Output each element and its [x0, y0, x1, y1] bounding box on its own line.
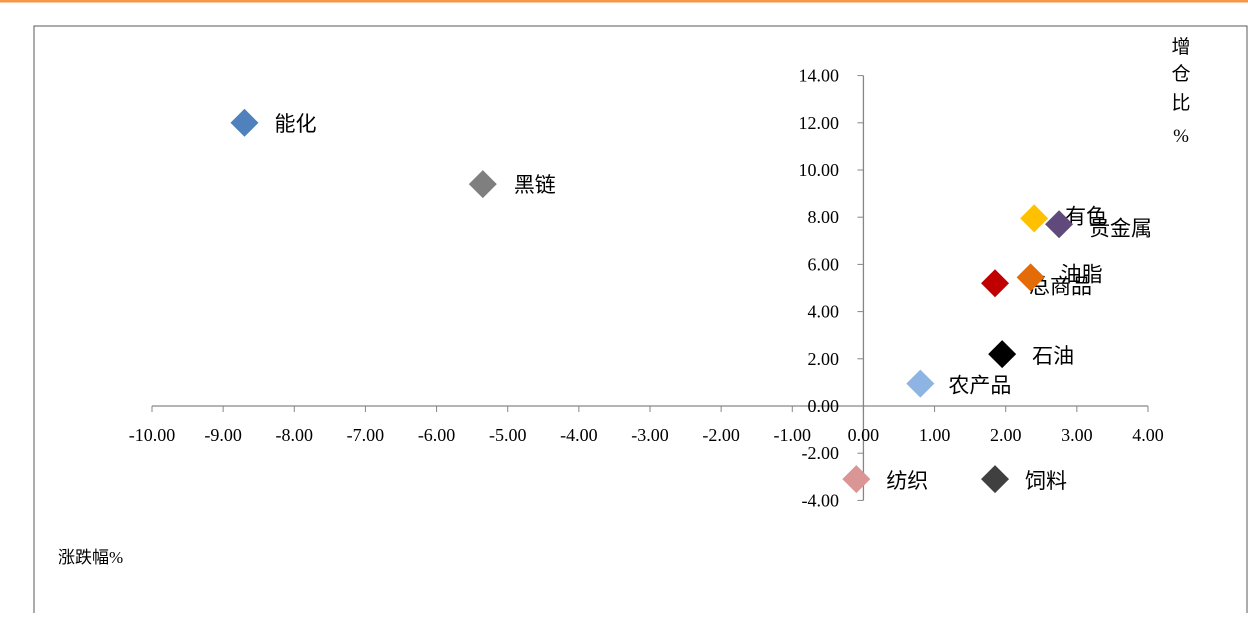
data-point-marker: [906, 369, 935, 398]
data-point-label: 石油: [1032, 344, 1074, 368]
x-tick-label: -3.00: [631, 425, 669, 445]
data-point-label: 黑链: [514, 173, 556, 197]
y-tick-label: 0.00: [808, 396, 840, 416]
y-axis-label-char: 增: [1171, 36, 1190, 58]
x-tick-label: -1.00: [774, 425, 812, 445]
y-tick-label: -4.00: [802, 490, 840, 510]
x-tick-label: -7.00: [347, 425, 385, 445]
x-tick-label: 3.00: [1061, 425, 1093, 445]
x-tick-label: -6.00: [418, 425, 456, 445]
y-tick-label: 6.00: [808, 254, 840, 274]
data-point-label: 饲料: [1025, 469, 1067, 493]
data-point-marker: [988, 340, 1017, 369]
y-axis-label-char: 比: [1171, 92, 1190, 114]
x-tick-label: 2.00: [990, 425, 1022, 445]
y-tick-label: 12.00: [799, 113, 840, 133]
data-point-marker: [981, 465, 1010, 494]
data-point-label: 贵金属: [1089, 216, 1152, 240]
x-tick-labels: -10.00 -9.00 -8.00 -7.00 -6.00 -5.00 -4.00 -3.0…: [129, 425, 1164, 445]
x-tick-label: 0.00: [848, 425, 880, 445]
x-tick-label: 1.00: [919, 425, 951, 445]
data-point-marker: [1016, 263, 1045, 292]
data-point-marker: [468, 170, 497, 199]
x-tick-label: -2.00: [702, 425, 740, 445]
data-point-marker: [1020, 204, 1049, 233]
y-tick-label: 8.00: [808, 207, 840, 227]
x-tick-label: 4.00: [1132, 425, 1164, 445]
x-tick-label: -9.00: [204, 425, 242, 445]
data-point-label: 农产品: [948, 374, 1011, 398]
y-tick-label: 2.00: [808, 349, 840, 369]
x-tick-label: -4.00: [560, 425, 598, 445]
x-tick-label: -5.00: [489, 425, 527, 445]
x-tick-label: -8.00: [276, 425, 314, 445]
y-axis-label: 增仓比%: [1171, 36, 1190, 147]
data-point-marker: [981, 269, 1010, 298]
x-tick-label: -10.00: [129, 425, 176, 445]
data-point-label: 能化: [274, 112, 316, 136]
data-point-marker: [230, 108, 259, 137]
y-tick-label: 10.00: [799, 160, 840, 180]
data-point-label: 油脂: [1061, 262, 1103, 286]
y-tick-labels: -4.00 -2.00 0.00 2.00 4.00 6.00 8.00 10.00 12.00…: [799, 66, 840, 511]
x-axis-label: 涨跌幅%: [58, 548, 123, 567]
data-point-marker: [842, 465, 871, 494]
axes: [151, 75, 1149, 501]
data-point-label: 纺织: [886, 469, 928, 493]
y-tick-label: -2.00: [802, 443, 840, 463]
y-tick-label: 4.00: [808, 302, 840, 322]
data-point-marker: [1045, 210, 1074, 239]
y-tick-label: 14.00: [799, 66, 840, 86]
plot-frame: [33, 25, 1248, 617]
y-axis-label-char: 仓: [1171, 63, 1190, 85]
y-axis-label-char: %: [1173, 126, 1189, 147]
